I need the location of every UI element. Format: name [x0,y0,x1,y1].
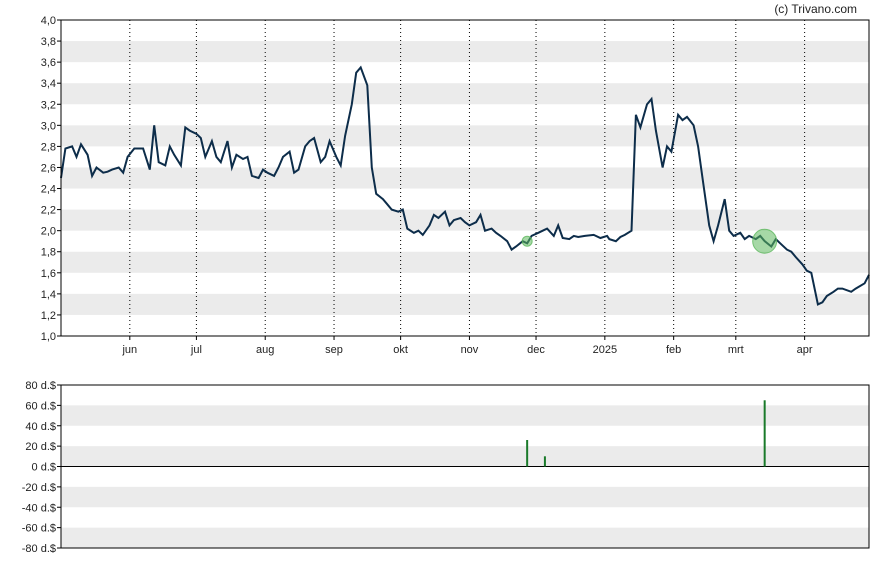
grid-band [61,209,869,231]
y-tick-label: 40 d.$ [25,421,56,433]
x-tick-label: jul [190,344,202,356]
y-tick-label: 20 d.$ [25,441,56,453]
x-tick-label: dec [527,344,545,356]
y-tick-label: 80 d.$ [25,380,56,392]
insider-volume-panel: -80 d.$ -60 d.$ -40 d.$ -20 d.$ 0 d.$ 20 d.$ 4… [22,380,870,555]
y-tick-label: 2,8 [41,141,56,153]
y-tick-label: 3,2 [41,99,56,111]
x-tick-label: apr [797,344,813,356]
price-x-axis: jun jul aug sep okt nov dec 2025 feb mrt apr [121,336,813,356]
transaction-marker [752,228,778,254]
grid-band [61,527,869,548]
y-tick-label: 3,4 [41,78,56,90]
grid-band [61,125,869,147]
y-tick-label: -80 d.$ [22,543,56,555]
volume-bar [763,400,766,467]
grid-band [61,293,869,315]
price-grid-bands [61,41,869,315]
y-tick-label: 3,0 [41,120,56,132]
y-tick-label: 3,8 [41,36,56,48]
volume-y-axis: -80 d.$ -60 d.$ -40 d.$ -20 d.$ 0 d.$ 20 d.$ 4… [22,380,61,555]
volume-bars [526,400,766,467]
y-tick-label: 2,2 [41,205,56,217]
y-tick-label: 1,0 [41,331,56,343]
grid-band [61,41,869,63]
y-tick-label: 3,6 [41,57,56,69]
y-tick-label: 2,6 [41,162,56,174]
y-tick-label: -60 d.$ [22,523,56,535]
y-tick-label: 60 d.$ [25,400,56,412]
y-tick-label: 4,0 [41,15,56,27]
volume-grid-bands [61,405,869,548]
y-tick-label: 2,0 [41,226,56,238]
volume-bar [526,440,529,467]
y-tick-label: 1,2 [41,310,56,322]
y-tick-label: 0 d.$ [32,462,56,474]
transaction-markers [521,228,778,254]
credit-label: (c) Trivano.com [774,2,857,16]
price-y-axis: 1,0 1,2 1,4 1,6 1,8 2,0 2,2 2,4 2,6 2,8 3,0 3,2 3,4 3… [41,15,61,343]
x-tick-label: okt [393,344,408,356]
price-month-gridlines [129,20,806,336]
x-tick-label: feb [666,344,681,356]
transaction-marker [521,235,533,247]
price-frame [60,19,870,337]
price-panel: 1,0 1,2 1,4 1,6 1,8 2,0 2,2 2,4 2,6 2,8 3,0 3,2 3,4 3… [41,15,870,356]
x-tick-label: mrt [728,344,744,356]
y-tick-label: 1,4 [41,289,56,301]
grid-band [61,251,869,273]
price-line [60,65,870,306]
y-tick-label: -40 d.$ [22,502,56,514]
grid-band [61,446,869,467]
x-tick-label: sep [325,344,343,356]
y-tick-label: -20 d.$ [22,482,56,494]
grid-band [61,167,869,189]
x-tick-label: 2025 [593,344,617,356]
grid-band [61,83,869,105]
grid-band [61,405,869,426]
x-tick-label: jun [121,344,137,356]
y-tick-label: 1,8 [41,247,56,259]
y-tick-label: 1,6 [41,268,56,280]
y-tick-label: 2,4 [41,184,56,196]
volume-bar [543,456,546,467]
x-tick-label: nov [461,344,479,356]
volume-frame [60,384,870,549]
x-tick-label: aug [256,344,274,356]
grid-band [61,486,869,508]
